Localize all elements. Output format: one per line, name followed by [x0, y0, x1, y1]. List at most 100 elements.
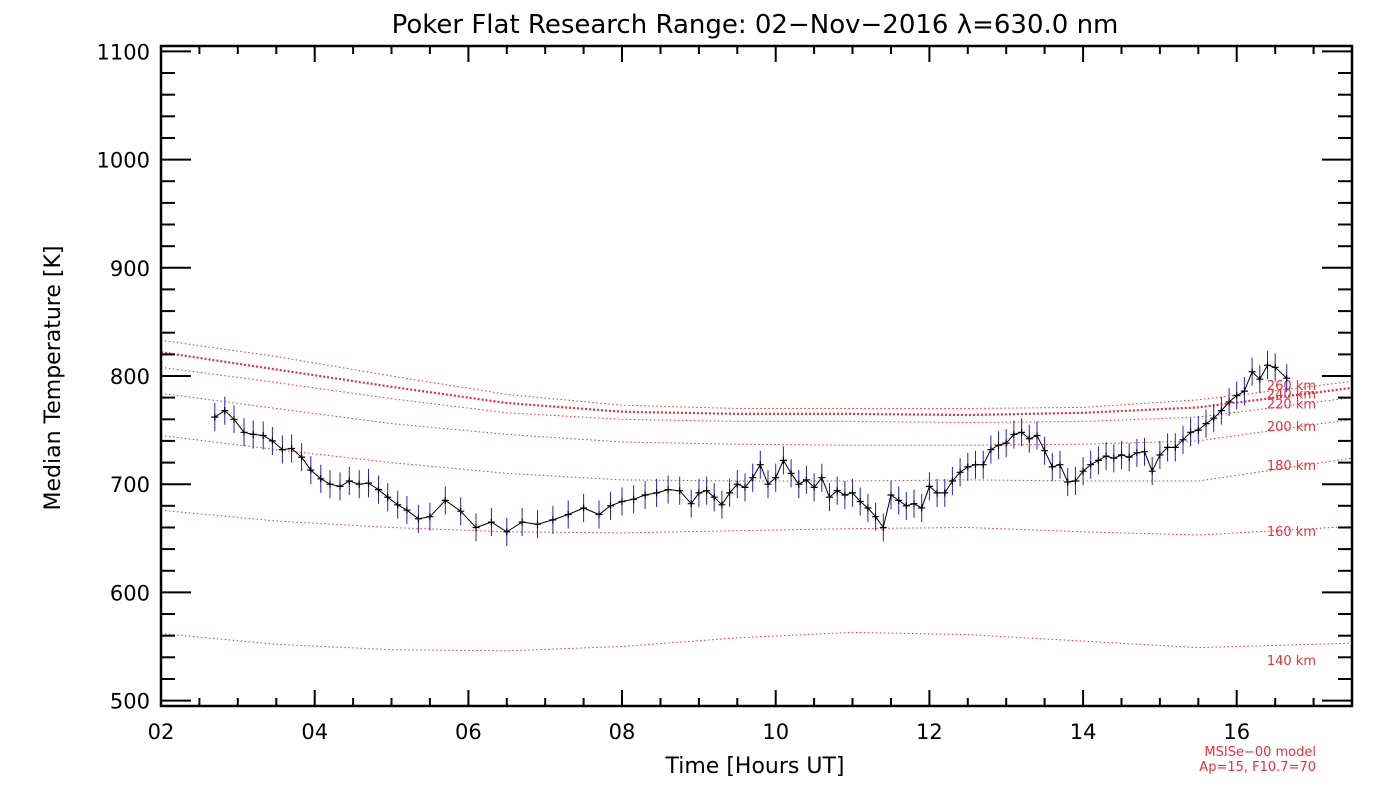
data-point — [259, 432, 267, 439]
data-point — [741, 483, 749, 491]
data-point — [676, 487, 684, 495]
data-point — [1018, 428, 1026, 436]
data-point — [841, 491, 849, 499]
data-point — [1094, 456, 1102, 464]
model-curve-label: 180 km — [1267, 459, 1316, 474]
data-point — [595, 511, 603, 518]
data-point — [810, 483, 818, 491]
data-point — [365, 479, 372, 487]
data-point — [995, 441, 1002, 449]
error-bars — [214, 351, 1288, 546]
data-point — [288, 445, 296, 452]
y-tick-label: 500 — [110, 690, 150, 714]
data-point — [1025, 435, 1033, 443]
data-point — [307, 466, 315, 474]
data-point — [818, 474, 826, 482]
data-point — [749, 474, 757, 482]
data-point — [1271, 363, 1279, 371]
y-tick-label: 1000 — [97, 149, 150, 173]
data-point — [941, 489, 949, 497]
data-point — [268, 437, 276, 445]
data-point — [1225, 398, 1233, 406]
x-tick-label: 02 — [148, 720, 175, 744]
data-point — [772, 474, 780, 482]
data-point — [910, 500, 918, 508]
data-point — [472, 524, 480, 531]
data-point — [1110, 454, 1118, 462]
model-curve-label: 220 km — [1267, 398, 1316, 413]
data-point — [580, 504, 588, 512]
data-point — [879, 524, 887, 531]
data-point — [534, 520, 541, 528]
data-point — [326, 480, 334, 488]
data-point — [630, 495, 638, 503]
y-tick-label: 800 — [110, 365, 150, 389]
data-point — [895, 496, 903, 504]
data-series — [214, 364, 1288, 533]
data-point — [864, 504, 872, 512]
data-point — [849, 489, 856, 497]
data-point — [1233, 392, 1241, 399]
data-point — [298, 453, 306, 461]
data-point — [933, 489, 941, 497]
data-point — [710, 493, 718, 501]
plot-frame — [159, 44, 1354, 708]
model-curve-260-km — [160, 339, 1353, 409]
data-point — [607, 502, 614, 510]
y-tick-label: 900 — [110, 257, 150, 281]
data-point — [1102, 452, 1110, 460]
model-curve-220-km — [160, 366, 1353, 424]
data-point — [1187, 428, 1195, 436]
data-point — [733, 480, 741, 488]
x-tick-label: 12 — [916, 720, 943, 744]
x-tick-label: 06 — [455, 720, 482, 744]
x-tick-label: 08 — [609, 720, 636, 744]
data-point — [487, 518, 495, 526]
x-tick-label: 10 — [762, 720, 789, 744]
data-point — [1248, 368, 1256, 376]
data-point — [833, 487, 841, 495]
data-point — [979, 461, 987, 469]
data-point — [795, 480, 803, 488]
data-point — [1156, 451, 1164, 459]
model-curve-label: 160 km — [1267, 525, 1316, 540]
data-point — [718, 501, 726, 509]
model-note-line-1: MSISe−00 model — [1204, 745, 1316, 760]
data-point — [764, 480, 772, 488]
data-point — [826, 493, 833, 501]
data-point — [278, 446, 286, 454]
data-point — [240, 428, 248, 436]
data-point — [317, 475, 325, 483]
data-point — [1148, 467, 1156, 475]
data-point — [414, 515, 422, 523]
data-point — [1087, 461, 1095, 469]
data-point — [956, 468, 964, 476]
model-curve-180-km — [160, 435, 1353, 482]
data-point — [664, 486, 672, 494]
data-point — [336, 482, 344, 490]
y-tick-label: 600 — [110, 581, 150, 605]
x-tick-label: 14 — [1070, 720, 1097, 744]
data-point — [518, 518, 526, 526]
data-point — [384, 493, 392, 501]
x-tick-label: 04 — [301, 720, 328, 744]
data-point — [375, 486, 382, 494]
y-axis-label: Median Temperature [K] — [41, 246, 66, 511]
data-point — [211, 413, 219, 421]
data-point — [1002, 439, 1010, 447]
data-point — [1010, 430, 1018, 438]
data-point — [872, 513, 880, 521]
data-point — [1056, 461, 1064, 469]
model-curve-label: 240 km — [1267, 388, 1316, 403]
data-point — [687, 500, 695, 508]
data-point — [403, 506, 411, 514]
y-tick-label: 1100 — [97, 40, 150, 64]
data-point — [756, 461, 764, 469]
data-point — [355, 480, 363, 488]
data-point — [549, 516, 557, 524]
data-point — [1071, 477, 1079, 485]
median-temperature-line — [214, 364, 1288, 533]
data-point — [249, 430, 257, 438]
data-point — [987, 446, 995, 454]
